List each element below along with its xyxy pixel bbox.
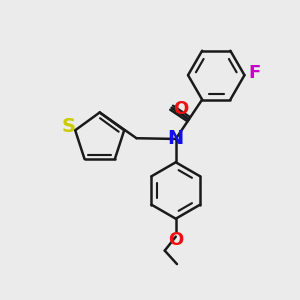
Text: S: S <box>61 117 75 136</box>
Text: F: F <box>249 64 261 82</box>
Text: O: O <box>173 100 189 118</box>
Text: O: O <box>168 231 183 249</box>
Text: N: N <box>168 130 184 148</box>
